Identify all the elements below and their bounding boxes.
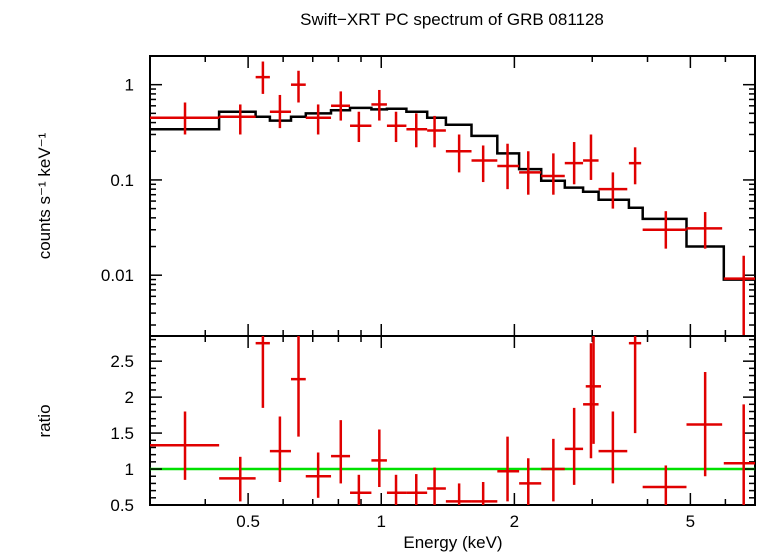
data-point [445, 483, 472, 505]
data-point [427, 467, 446, 505]
ratio-data-points [150, 336, 755, 505]
data-point [150, 102, 220, 135]
data-point [585, 336, 602, 444]
data-point [255, 61, 270, 94]
y-tick-label: 1 [125, 460, 134, 479]
model-step-line [150, 106, 755, 281]
bottom-panel: 0.5 1 2 5 0.5 1 1.5 2 2.5 ratio [35, 335, 756, 531]
model-curve [150, 106, 755, 281]
spectrum-data-points [150, 61, 755, 336]
data-point [519, 151, 542, 195]
data-point [628, 336, 642, 434]
data-point [723, 255, 755, 336]
data-point [598, 411, 628, 484]
data-point [331, 420, 351, 484]
data-point [564, 407, 584, 485]
data-point [269, 94, 291, 129]
data-point [686, 212, 723, 249]
data-point [255, 336, 270, 408]
top-panel-frame [149, 55, 756, 337]
data-point [642, 465, 687, 505]
data-point [290, 70, 306, 103]
data-point [471, 145, 498, 183]
y-tick-label: 2.5 [110, 352, 134, 371]
data-point [541, 438, 565, 502]
data-point [541, 153, 565, 195]
data-point [371, 429, 387, 488]
data-point [497, 143, 520, 190]
data-point [471, 481, 498, 505]
bottom-panel-frame [149, 335, 756, 506]
x-tick-label: 0.5 [236, 512, 260, 531]
data-point [445, 134, 472, 173]
x-tick-label: 5 [686, 512, 695, 531]
data-point [497, 436, 520, 502]
data-point [628, 147, 642, 185]
data-point [305, 452, 332, 498]
y-tick-label: 0.1 [110, 171, 134, 190]
data-point [427, 115, 446, 148]
chart-title: Swift−XRT PC spectrum of GRB 081128 [300, 10, 604, 29]
data-point [350, 474, 372, 505]
data-point [150, 411, 220, 480]
y-axis-label-counts: counts s⁻¹ keV⁻¹ [35, 132, 54, 259]
data-point [386, 111, 407, 143]
y-axis-label-ratio: ratio [35, 404, 54, 437]
data-point [305, 104, 332, 135]
data-point [583, 134, 599, 180]
bottom-panel-ticks: 0.5 1 2 5 0.5 1 1.5 2 2.5 [110, 336, 756, 531]
data-point [290, 336, 306, 437]
data-point [564, 142, 584, 185]
data-point [723, 404, 755, 505]
data-point [219, 456, 256, 502]
y-tick-label: 2 [125, 388, 134, 407]
data-point [371, 89, 387, 121]
data-point [406, 474, 428, 505]
x-axis-label: Energy (keV) [403, 533, 502, 552]
x-tick-label: 1 [377, 512, 386, 531]
top-panel-ticks: 1 0.1 0.01 [101, 55, 756, 336]
x-tick-label: 2 [510, 512, 519, 531]
data-point [350, 111, 372, 143]
data-point [642, 211, 687, 249]
y-tick-label: 0.01 [101, 266, 134, 285]
data-point [269, 416, 291, 482]
data-point [583, 343, 599, 459]
data-point [686, 371, 723, 477]
data-point [598, 172, 628, 209]
y-tick-label: 1 [125, 76, 134, 95]
data-point [386, 474, 407, 505]
data-point [519, 458, 542, 505]
data-point [331, 91, 351, 121]
top-panel: 1 0.1 0.01 counts s⁻¹ keV⁻¹ [35, 55, 756, 337]
data-point [219, 104, 256, 135]
y-tick-label: 1.5 [110, 424, 134, 443]
data-point [406, 113, 428, 148]
y-tick-label: 0.5 [110, 496, 134, 515]
